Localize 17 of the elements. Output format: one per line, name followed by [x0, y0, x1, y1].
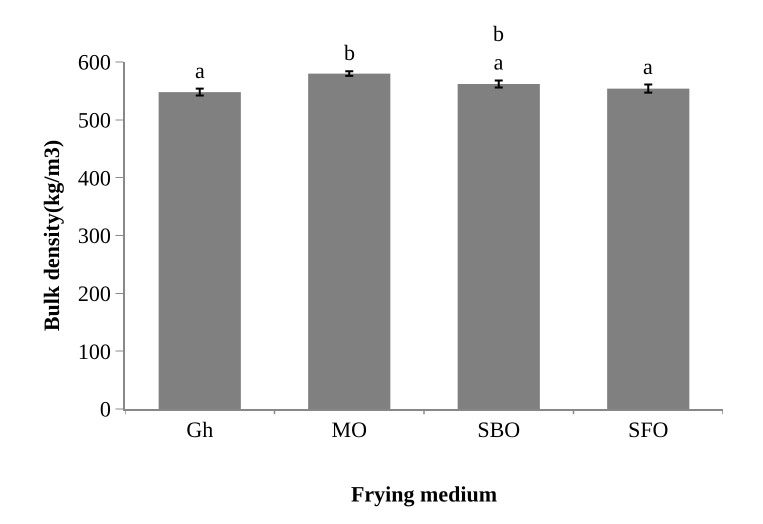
y-axis-title: Bulk density(kg/m3)	[39, 140, 64, 332]
y-tick-label: 400	[78, 165, 111, 190]
y-tick-label: 500	[78, 108, 111, 133]
annotation: b a	[493, 21, 504, 75]
annotation: a	[643, 54, 653, 79]
annotation: a	[195, 58, 205, 83]
x-tick-label: SBO	[477, 417, 520, 442]
y-tick-label: 100	[78, 338, 111, 364]
x-tick-label: MO	[332, 417, 367, 442]
y-tick-label: 0	[100, 396, 111, 422]
x-axis-title: Frying medium	[350, 482, 498, 507]
x-tick-label: Gh	[186, 417, 214, 442]
y-tick-label: 600	[78, 50, 111, 75]
x-tick-label: SFO	[628, 417, 668, 442]
annotation: b	[344, 40, 355, 65]
y-tick-label: 300	[78, 223, 111, 248]
y-tick-label: 200	[78, 281, 111, 306]
